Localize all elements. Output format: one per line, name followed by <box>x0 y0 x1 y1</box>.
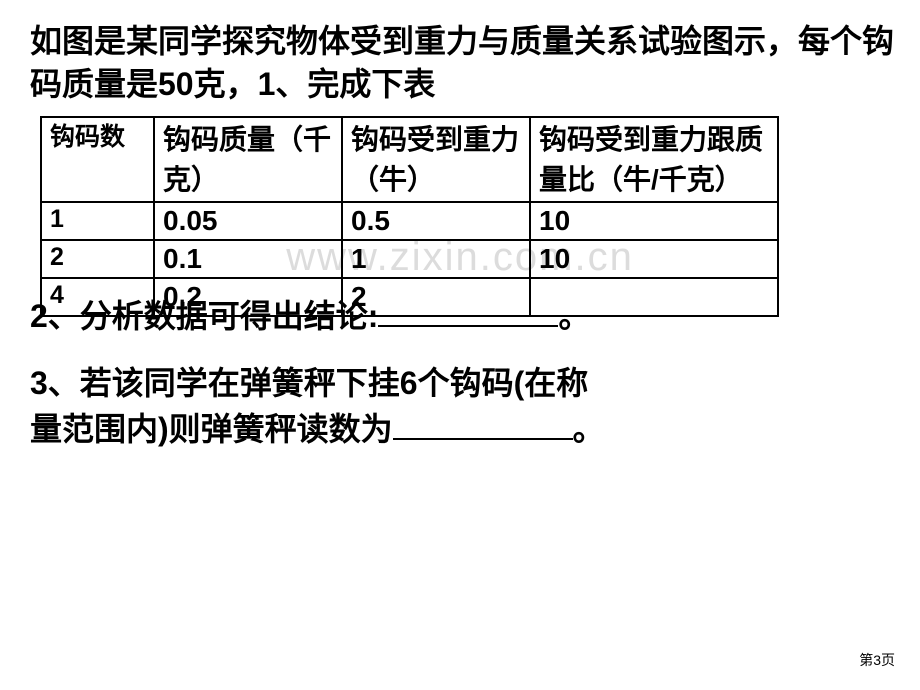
header-mass: 钩码质量（千克） <box>154 117 342 201</box>
blank-fill <box>378 320 558 327</box>
cell: 10 <box>530 240 778 278</box>
page-number: 第3页 <box>859 650 895 670</box>
cell: 0.5 <box>342 202 530 240</box>
cell: 0.1 <box>154 240 342 278</box>
q3-line2-prefix: 量范围内)则弹簧秤读数为 <box>30 411 393 447</box>
cell: 1 <box>41 202 154 240</box>
table-header-row: 钩码数 钩码质量（千克） 钩码受到重力（牛） 钩码受到重力跟质量比（牛/千克） <box>41 117 778 201</box>
table-row: 2 0.1 1 10 <box>41 240 778 278</box>
blank-fill <box>393 433 573 440</box>
question-3: 3、若该同学在弹簧秤下挂6个钩码(在称 量范围内)则弹簧秤读数为 。 <box>30 360 900 453</box>
q2-prefix: 2、分析数据可得出结论: <box>30 298 378 334</box>
q2-suffix: 。 <box>558 298 590 334</box>
q3-suffix: 。 <box>573 411 605 447</box>
header-gravity: 钩码受到重力（牛） <box>342 117 530 201</box>
q3-line1: 3、若该同学在弹簧秤下挂6个钩码(在称 <box>30 365 588 401</box>
question-2: 2、分析数据可得出结论: 。 <box>30 295 900 338</box>
cell: 2 <box>41 240 154 278</box>
intro-paragraph: 如图是某同学探究物体受到重力与质量关系试验图示，每个钩码质量是50克，1、完成下… <box>30 20 900 106</box>
cell: 0.05 <box>154 202 342 240</box>
cell: 1 <box>342 240 530 278</box>
table-row: 1 0.05 0.5 10 <box>41 202 778 240</box>
data-table: 钩码数 钩码质量（千克） 钩码受到重力（牛） 钩码受到重力跟质量比（牛/千克） … <box>40 116 779 316</box>
cell: 10 <box>530 202 778 240</box>
header-count: 钩码数 <box>41 117 154 201</box>
header-ratio: 钩码受到重力跟质量比（牛/千克） <box>530 117 778 201</box>
